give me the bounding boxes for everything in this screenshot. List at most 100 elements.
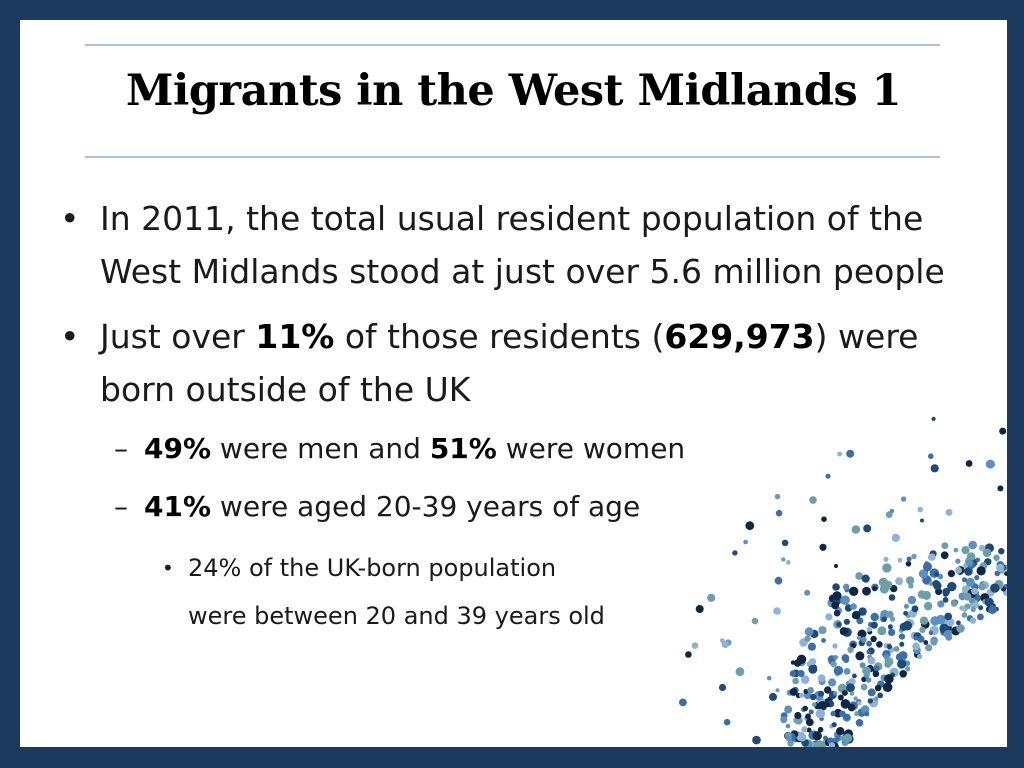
born-outside-count: 629,973 <box>664 317 815 356</box>
dash-marker: – <box>114 490 128 523</box>
decoration-dot <box>723 718 731 726</box>
women-percent: 51% <box>429 432 497 465</box>
decoration-dot <box>990 583 1000 593</box>
decoration-dot <box>815 708 825 719</box>
decoration-dot <box>978 583 986 591</box>
decoration-dot <box>930 464 939 473</box>
decoration-dot <box>933 581 942 591</box>
decoration-dot <box>965 460 973 467</box>
decoration-dot <box>870 635 877 643</box>
decoration-dot <box>781 557 786 562</box>
age-percent: 41% <box>144 490 212 523</box>
decoration-dot <box>899 641 905 647</box>
decoration-dot <box>732 550 738 556</box>
decoration-dot <box>809 658 817 666</box>
decoration-dot <box>870 621 878 629</box>
decoration-dot <box>818 626 827 635</box>
decoration-dot <box>996 563 1005 573</box>
decoration-dot <box>978 605 984 611</box>
decoration-dot <box>796 654 807 664</box>
decoration-dot <box>905 576 915 585</box>
decoration-dot <box>937 600 945 608</box>
decoration-dot <box>899 622 908 632</box>
decoration-dot <box>999 427 1007 435</box>
slide-content: • In 2011, the total usual resident popu… <box>60 192 980 640</box>
decoration-dot <box>833 691 838 696</box>
decoration-dot <box>797 669 805 678</box>
decoration-dot <box>773 607 781 615</box>
decoration-dot <box>923 562 932 572</box>
decoration-dot <box>808 709 814 715</box>
decoration-dot <box>805 713 811 720</box>
bullet-born-outside-suffix: ) were born outside of the UK <box>100 317 919 409</box>
decoration-dot <box>943 630 952 639</box>
slide: Migrants in the West Midlands 1 • In 201… <box>20 20 1007 747</box>
decoration-dot <box>925 644 933 652</box>
decoration-dot <box>847 646 854 653</box>
decoration-dot <box>861 676 867 683</box>
decoration-dot <box>976 566 986 576</box>
decoration-dot <box>856 617 864 625</box>
decoration-dot <box>863 524 872 533</box>
decoration-dot <box>898 633 906 640</box>
decoration-dot <box>971 587 979 595</box>
decoration-dot <box>928 630 934 636</box>
decoration-dot <box>872 670 880 678</box>
decoration-dot <box>912 642 920 650</box>
decoration-dot <box>846 449 855 458</box>
decoration-dot <box>891 533 900 543</box>
decoration-dot <box>769 692 777 701</box>
decoration-dot <box>931 416 936 421</box>
decoration-dot <box>849 691 855 696</box>
title-rule-top <box>85 44 940 46</box>
decoration-dot <box>900 496 907 502</box>
decoration-dot <box>888 628 896 637</box>
decoration-dot <box>961 612 968 618</box>
decoration-dot <box>974 575 980 581</box>
decoration-dot <box>846 683 855 693</box>
decoration-dot <box>867 698 873 704</box>
sub-bullet-gender: – 49% were men and 51% were women <box>60 428 980 470</box>
decoration-dot <box>919 626 926 634</box>
decoration-dot <box>825 473 831 479</box>
decoration-dot <box>923 640 929 645</box>
decoration-dot <box>882 682 893 692</box>
decoration-dot <box>817 674 826 682</box>
decoration-dot <box>882 563 892 573</box>
decoration-dot <box>833 655 838 660</box>
bullet-born-outside-mid: of those residents ( <box>334 317 665 356</box>
decoration-dot <box>917 506 923 513</box>
decoration-dot <box>860 636 867 643</box>
dot-arc-decoration <box>679 416 1007 747</box>
decoration-dot <box>859 662 866 669</box>
decoration-dot <box>801 726 808 733</box>
decoration-dot <box>794 711 802 720</box>
decoration-dot <box>781 539 789 547</box>
decoration-dot <box>831 722 837 728</box>
decoration-dot <box>966 552 976 561</box>
decoration-dot <box>873 696 879 702</box>
decoration-dot <box>884 657 894 666</box>
decoration-dot <box>789 670 797 677</box>
decoration-dot <box>913 635 919 641</box>
decoration-dot <box>819 543 827 551</box>
decoration-dot <box>893 646 900 652</box>
decoration-dot <box>798 692 805 698</box>
decoration-dot <box>970 606 976 613</box>
decoration-dot <box>821 516 827 522</box>
decoration-dot <box>897 557 903 563</box>
decoration-dot <box>918 569 929 579</box>
decoration-dot <box>775 509 783 517</box>
decoration-dot <box>857 701 862 706</box>
decoration-dot <box>887 624 893 630</box>
decoration-dot <box>899 670 907 678</box>
decoration-dot <box>774 493 781 500</box>
decoration-dot <box>928 581 934 586</box>
decoration-dot <box>884 580 893 589</box>
decoration-dot <box>852 673 857 679</box>
decoration-dot <box>751 617 759 625</box>
decoration-dot <box>861 574 870 583</box>
decoration-dot <box>977 613 984 621</box>
decoration-dot <box>862 666 871 676</box>
decoration-dot <box>855 651 865 661</box>
